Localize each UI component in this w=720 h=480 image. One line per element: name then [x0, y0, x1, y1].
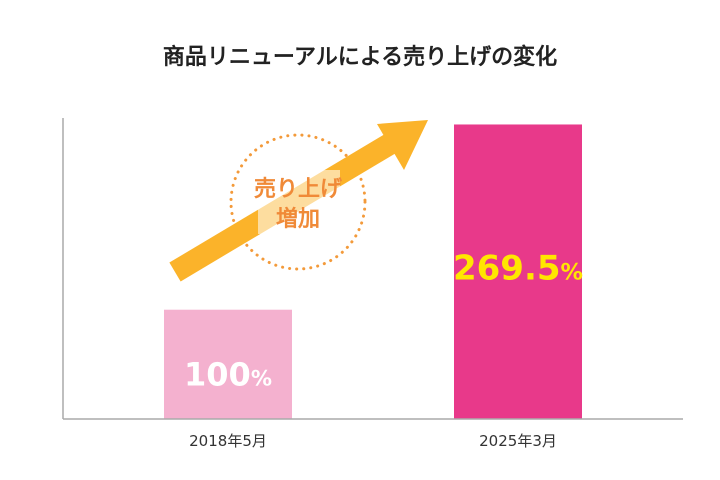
annotation-line-1: 売り上げ [254, 176, 343, 202]
bars-group: 100% 269.5% [164, 124, 583, 419]
arrow-head [377, 120, 428, 170]
growth-annotation: 売り上げ 増加 [169, 120, 428, 282]
category-label-2: 2025年3月 [479, 432, 557, 450]
category-labels: 2018年5月 2025年3月 [189, 432, 557, 450]
annotation-line-2: 増加 [276, 206, 320, 232]
bar-2-value-label: 269.5% [453, 248, 583, 288]
annotation-text-backdrop [258, 170, 340, 234]
chart-title: 商品リニューアルによる売り上げの変化 [163, 44, 557, 70]
bar-1-value-label: 100% [184, 356, 272, 394]
bar-1 [164, 309, 292, 419]
bar-2 [454, 124, 582, 419]
category-label-1: 2018年5月 [189, 432, 267, 450]
annotation-dotted-circle [229, 133, 367, 271]
